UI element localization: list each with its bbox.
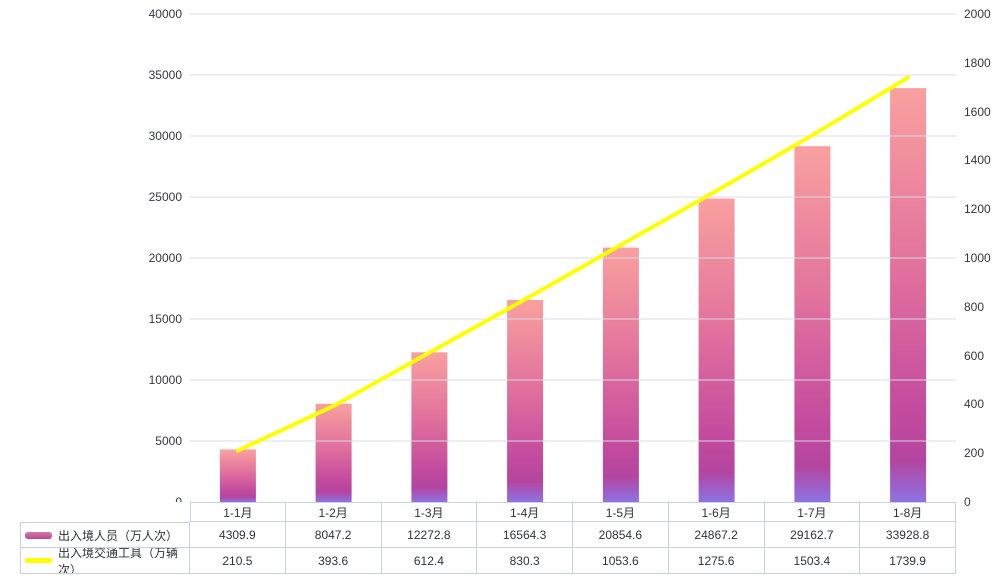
legend-label: 出入境交通工具（万辆次） — [58, 548, 179, 574]
column-header: 1-3月 — [381, 502, 478, 522]
bar-column — [315, 403, 352, 502]
value-cell: 12272.8 — [381, 522, 478, 548]
right-axis-tick-label: 400 — [964, 397, 985, 412]
legend-cell-vehicles: 出入境交通工具（万辆次） — [20, 548, 190, 574]
bar-column — [794, 146, 831, 502]
value-cell: 1275.6 — [668, 548, 765, 574]
left-axis-tick-label: 40000 — [148, 7, 182, 21]
value-cell: 830.3 — [477, 548, 573, 574]
right-axis-tick-label: 1000 — [964, 251, 991, 265]
column-header: 1-7月 — [764, 502, 861, 522]
right-axis-tick-label: 0 — [964, 495, 971, 509]
value-cell: 8047.2 — [285, 522, 382, 548]
value-cell: 4309.9 — [190, 522, 286, 548]
bar-column — [602, 247, 639, 502]
bar-column — [219, 449, 256, 502]
line-series — [235, 75, 911, 453]
bar-column — [698, 198, 735, 502]
column-header: 1-5月 — [573, 502, 669, 522]
left-axis-tick-label: 35000 — [148, 68, 182, 82]
column-header: 1-6月 — [668, 502, 765, 522]
value-cell: 1503.4 — [764, 548, 861, 574]
bar-series-swatch-icon — [25, 531, 52, 539]
column-header: 1-8月 — [860, 502, 956, 522]
value-cell: 1739.9 — [860, 548, 956, 574]
left-axis-tick-label: 10000 — [148, 373, 182, 387]
value-cell: 29162.7 — [764, 522, 861, 548]
right-axis-tick-label: 2000 — [964, 7, 991, 21]
bar-column — [890, 88, 927, 502]
value-cell: 16564.3 — [477, 522, 573, 548]
column-header: 1-4月 — [477, 502, 573, 522]
left-axis-tick-label: 15000 — [148, 312, 182, 326]
value-cell: 210.5 — [190, 548, 286, 574]
right-axis-tick-label: 1200 — [964, 202, 991, 217]
left-axis-tick-label: 20000 — [148, 251, 182, 265]
line-series-swatch-icon — [25, 558, 52, 563]
value-cell: 20854.6 — [573, 522, 669, 548]
value-cell: 1053.6 — [573, 548, 669, 574]
right-axis-tick-label: 1800 — [964, 55, 991, 70]
value-cell: 33928.8 — [860, 522, 956, 548]
right-axis-tick-label: 1400 — [964, 153, 991, 168]
data-table: 1-1月 1-2月 1-3月 1-4月 1-5月 1-6月 1-7月 1-8月出入境人员（万人… — [20, 502, 956, 574]
table-corner — [20, 502, 190, 522]
legend-cell-people: 出入境人员（万人次） — [20, 522, 190, 548]
bar-column — [507, 299, 544, 502]
left-axis-tick-label: 30000 — [148, 129, 182, 143]
bar-column — [411, 352, 448, 502]
value-cell: 612.4 — [381, 548, 478, 574]
left-axis-tick-label: 25000 — [148, 190, 182, 204]
value-cell: 393.6 — [285, 548, 382, 574]
column-header: 1-2月 — [285, 502, 382, 522]
right-axis-tick-label: 800 — [964, 299, 985, 314]
right-axis-tick-label: 200 — [964, 446, 985, 461]
right-axis-tick-label: 600 — [964, 348, 985, 363]
legend-label: 出入境人员（万人次） — [58, 528, 179, 543]
left-axis-tick-label: 5000 — [155, 434, 182, 448]
column-header: 1-1月 — [190, 502, 286, 522]
value-cell: 24867.2 — [668, 522, 765, 548]
right-axis-tick-label: 1600 — [964, 104, 991, 119]
